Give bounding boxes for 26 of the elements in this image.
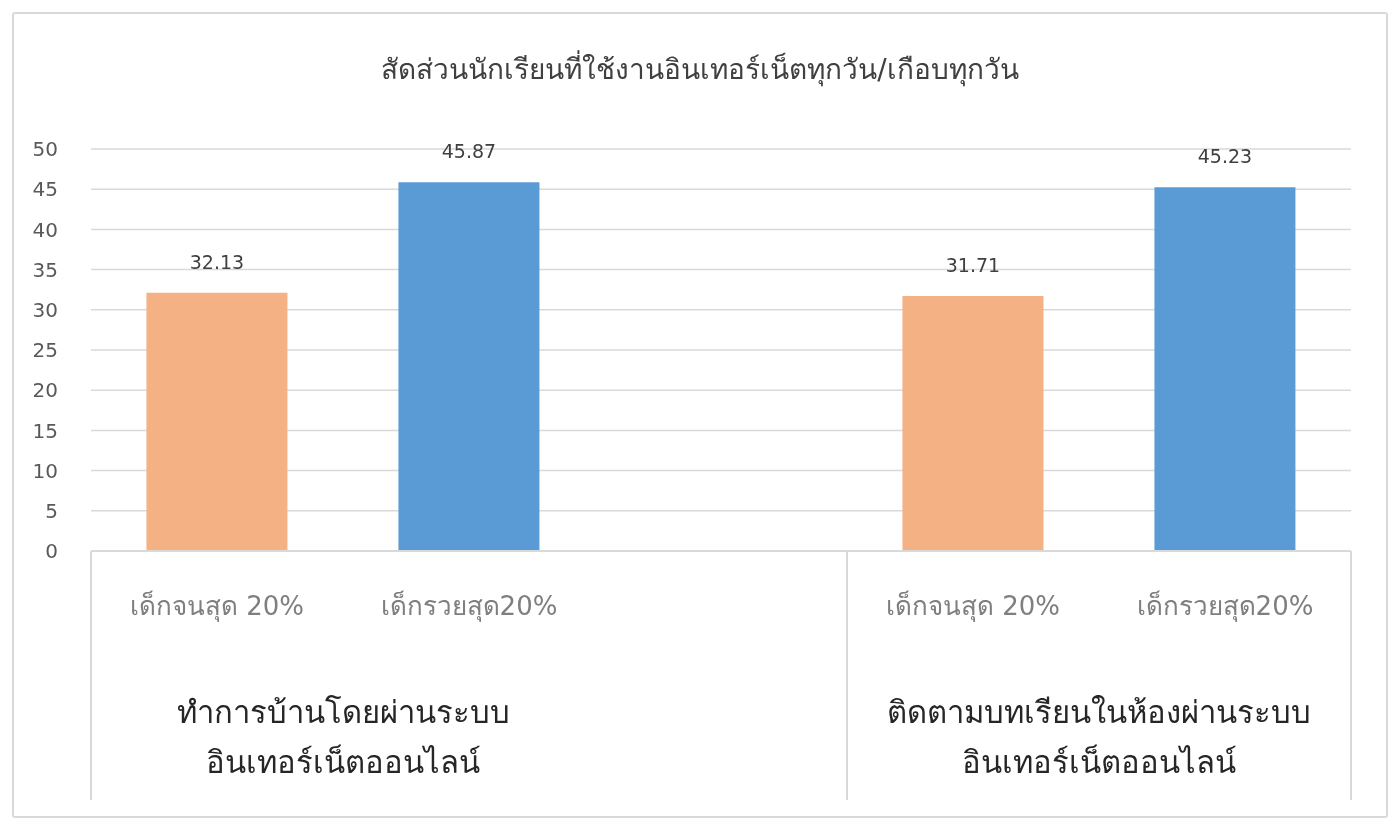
y-tick-label: 40 [32, 217, 58, 242]
y-tick-label: 35 [32, 257, 58, 282]
text: ติดตามบทเรียนในห้องผ่านระบบ อินเทอร์เน็ตออนไลน์ [887, 694, 1311, 780]
bar [1154, 187, 1296, 551]
data-label: 32.13 [189, 250, 245, 273]
y-tick-label: 30 [32, 297, 58, 322]
bar [398, 182, 540, 551]
x-tick-label: เด็กจนสุด 20% [129, 590, 305, 623]
data-label: 31.71 [945, 254, 1001, 277]
x-tick-label: เด็กรวยสุด20% [1136, 590, 1314, 623]
y-tick-label: 45 [32, 177, 58, 202]
y-tick-label: 5 [45, 498, 58, 523]
y-tick-label: 25 [32, 338, 58, 363]
data-label: 45.87 [441, 140, 497, 163]
y-tick-label: 50 [32, 137, 58, 162]
data-label: 45.23 [1197, 145, 1253, 168]
y-tick-label: 10 [32, 458, 58, 483]
chart-title: สัดส่วนนักเรียนที่ใช้งานอินเทอร์เน็ตทุกวัน/เกือบทุกวัน [380, 52, 1020, 88]
bar [146, 292, 288, 551]
y-tick-label: 0 [45, 539, 58, 564]
x-tick-label: เด็กจนสุด 20% [885, 590, 1061, 623]
y-tick-label: 20 [32, 378, 58, 403]
text: ทำการบ้านโดยผ่านระบบ อินเทอร์เน็ตออนไลน์ [176, 694, 510, 780]
x-tick-label: เด็กรวยสุด20% [380, 590, 558, 623]
y-tick-label: 15 [32, 418, 58, 443]
bar [902, 296, 1044, 551]
